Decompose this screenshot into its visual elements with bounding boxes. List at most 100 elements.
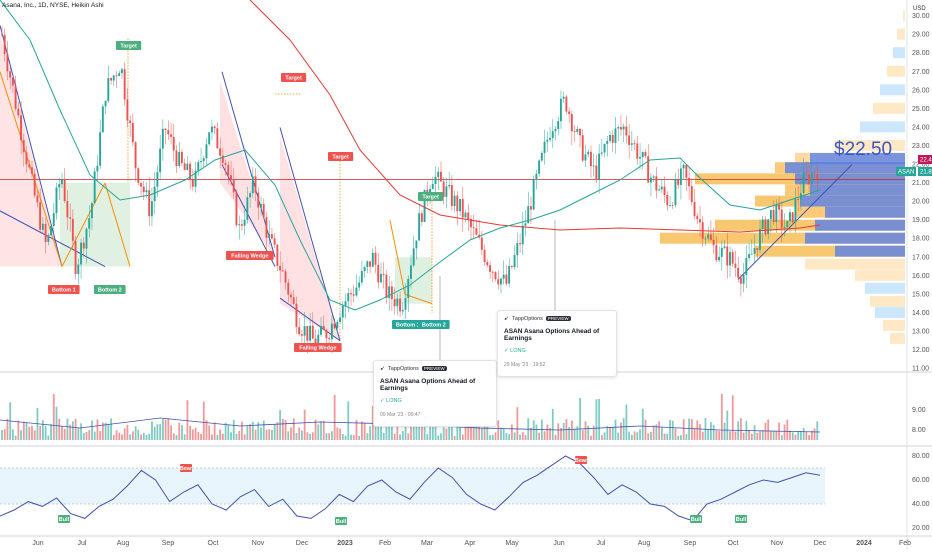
- candle-body: [510, 266, 513, 267]
- volume-bar: [164, 419, 167, 440]
- candle-body: [750, 253, 753, 255]
- x-tick-label: Sep: [684, 540, 697, 547]
- volume-bar: [437, 435, 440, 440]
- rsi-band: [0, 468, 825, 504]
- volume-bar: [382, 433, 385, 440]
- volume-profile-bar: [875, 306, 905, 318]
- candle-body: [33, 173, 36, 196]
- volume-bar: [246, 425, 249, 440]
- volume-profile-bar: [715, 219, 905, 231]
- candle-body: [314, 338, 317, 344]
- x-tick-label: Dec: [814, 540, 827, 547]
- volume-bar: [554, 434, 557, 440]
- volume-bar: [530, 427, 532, 440]
- candle-body: [9, 71, 12, 78]
- candle-body: [614, 128, 617, 143]
- candle-body: [649, 177, 652, 183]
- volume-bar: [451, 422, 453, 440]
- volume-bar: [491, 434, 494, 440]
- candle-body: [775, 204, 778, 223]
- volume-bar: [431, 423, 434, 440]
- pattern-leg: [404, 293, 433, 305]
- candle-body: [540, 152, 543, 161]
- volume-bar: [80, 423, 82, 440]
- candle-body: [388, 286, 391, 299]
- volume-bar: [170, 425, 172, 440]
- candle-body: [401, 309, 404, 312]
- check-icon: ✓: [380, 398, 385, 404]
- candle-body: [249, 193, 252, 198]
- value-area-bar: [810, 184, 905, 196]
- volume-bar: [44, 425, 47, 440]
- volume-bar: [137, 429, 140, 440]
- candle-body: [731, 252, 734, 264]
- y-tick-label: 26.00: [912, 87, 930, 94]
- volume-bar: [52, 394, 55, 440]
- volume-bar: [254, 429, 257, 440]
- candle-body: [562, 96, 565, 99]
- volume-bar: [633, 431, 636, 440]
- candle-body: [219, 148, 222, 156]
- volume-bar: [775, 430, 778, 440]
- volume-bar: [39, 425, 42, 440]
- volume-bar: [118, 432, 121, 440]
- candle-body: [360, 271, 363, 283]
- card-source-row: ➹ TappOptions PREVIEW: [380, 365, 490, 372]
- candle-body: [448, 185, 451, 187]
- volume-bar: [131, 431, 134, 440]
- volume-bar: [211, 434, 213, 440]
- volume-bar: [284, 420, 287, 440]
- candle-body: [306, 326, 309, 341]
- candle-body: [789, 212, 791, 222]
- volume-profile-bar: [873, 102, 905, 114]
- volume-bar: [271, 429, 273, 440]
- candle-body: [494, 272, 497, 280]
- candle-body: [385, 274, 388, 299]
- idea-card-2[interactable]: ➹ TappOptions PREVIEW ASAN Asana Options…: [497, 310, 617, 377]
- volume-bar: [445, 428, 448, 440]
- volume-bar: [410, 424, 412, 440]
- pattern-tag-label: Target: [120, 44, 137, 50]
- candle-body: [333, 323, 336, 329]
- candle-body: [260, 204, 262, 208]
- candle-body: [709, 234, 712, 240]
- candle-body: [660, 186, 663, 190]
- candle-body: [617, 127, 620, 129]
- volume-bar: [434, 423, 437, 440]
- volume-profile-bar: [887, 65, 905, 77]
- volume-bar: [407, 433, 410, 440]
- volume-bar: [238, 431, 241, 440]
- candle-body: [551, 131, 554, 138]
- volume-profile-bar: [660, 232, 905, 244]
- x-tick-label: 2023: [337, 540, 353, 547]
- candle-body: [644, 151, 647, 157]
- volume-bar: [140, 434, 142, 440]
- candle-body: [317, 334, 320, 344]
- candle-body: [442, 181, 445, 197]
- pattern-tag-label: Target: [332, 155, 349, 161]
- volume-bar: [374, 421, 377, 440]
- price-tag: [918, 167, 932, 176]
- volume-bar: [63, 428, 66, 440]
- candle-body: [633, 143, 636, 145]
- candle-body: [82, 242, 85, 249]
- candle-body: [265, 217, 268, 238]
- volume-bar: [175, 435, 178, 440]
- candle-body: [480, 237, 483, 250]
- candle-body: [74, 240, 77, 275]
- ema-short-line: [0, 0, 821, 311]
- volume-bar: [426, 434, 429, 440]
- volume-bar: [521, 432, 524, 440]
- volume-bar: [28, 426, 31, 440]
- volume-bar: [584, 421, 587, 440]
- volume-bar: [472, 421, 475, 440]
- pattern-tag: [294, 343, 342, 352]
- volume-bar: [167, 418, 170, 440]
- idea-card-1[interactable]: ➹ TappOptions PREVIEW ASAN Asana Options…: [373, 360, 497, 427]
- candle-body: [50, 226, 52, 236]
- volume-bar: [355, 420, 358, 440]
- volume-bar: [415, 419, 418, 440]
- candle-body: [685, 164, 688, 178]
- candle-body: [505, 274, 508, 284]
